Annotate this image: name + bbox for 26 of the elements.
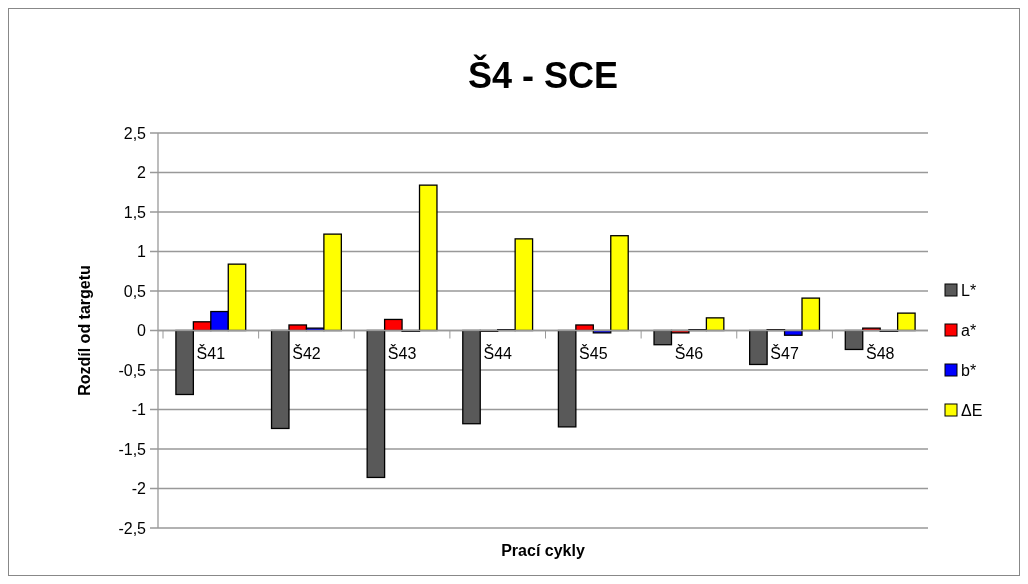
y-tick-label: -2 <box>131 480 147 498</box>
y-tick-label: -2,5 <box>118 519 147 537</box>
x-tick-label: Š44 <box>483 344 513 363</box>
legend-label: L* <box>961 281 977 299</box>
legend-label: ΔE <box>961 401 983 419</box>
y-tick-label: 0,5 <box>123 282 147 300</box>
legend-label: a* <box>961 321 977 339</box>
y-axis-title: Rozdíl od targetu <box>76 265 93 396</box>
y-tick-label: -1 <box>131 401 147 419</box>
chart-title: Š4 - SCE <box>467 54 619 96</box>
x-tick-label: Š46 <box>674 344 704 363</box>
x-tick-label: Š43 <box>387 344 417 363</box>
legend-label: b* <box>961 361 977 379</box>
y-tick-label: -1,5 <box>118 440 147 458</box>
y-tick-label: 2 <box>137 164 147 182</box>
x-tick-label: Š47 <box>770 344 799 363</box>
x-tick-label: Š48 <box>865 344 895 363</box>
y-tick-label: 0 <box>137 322 147 340</box>
x-tick-label: Š41 <box>196 344 226 363</box>
y-tick-label: 2,5 <box>123 124 147 142</box>
y-tick-label: 1,5 <box>123 203 147 221</box>
y-tick-label: -0,5 <box>118 361 147 379</box>
x-tick-label: Š45 <box>579 344 608 363</box>
y-tick-label: 1 <box>137 243 147 261</box>
x-axis-title: Prací cykly <box>501 542 585 559</box>
x-tick-label: Š42 <box>292 344 321 363</box>
